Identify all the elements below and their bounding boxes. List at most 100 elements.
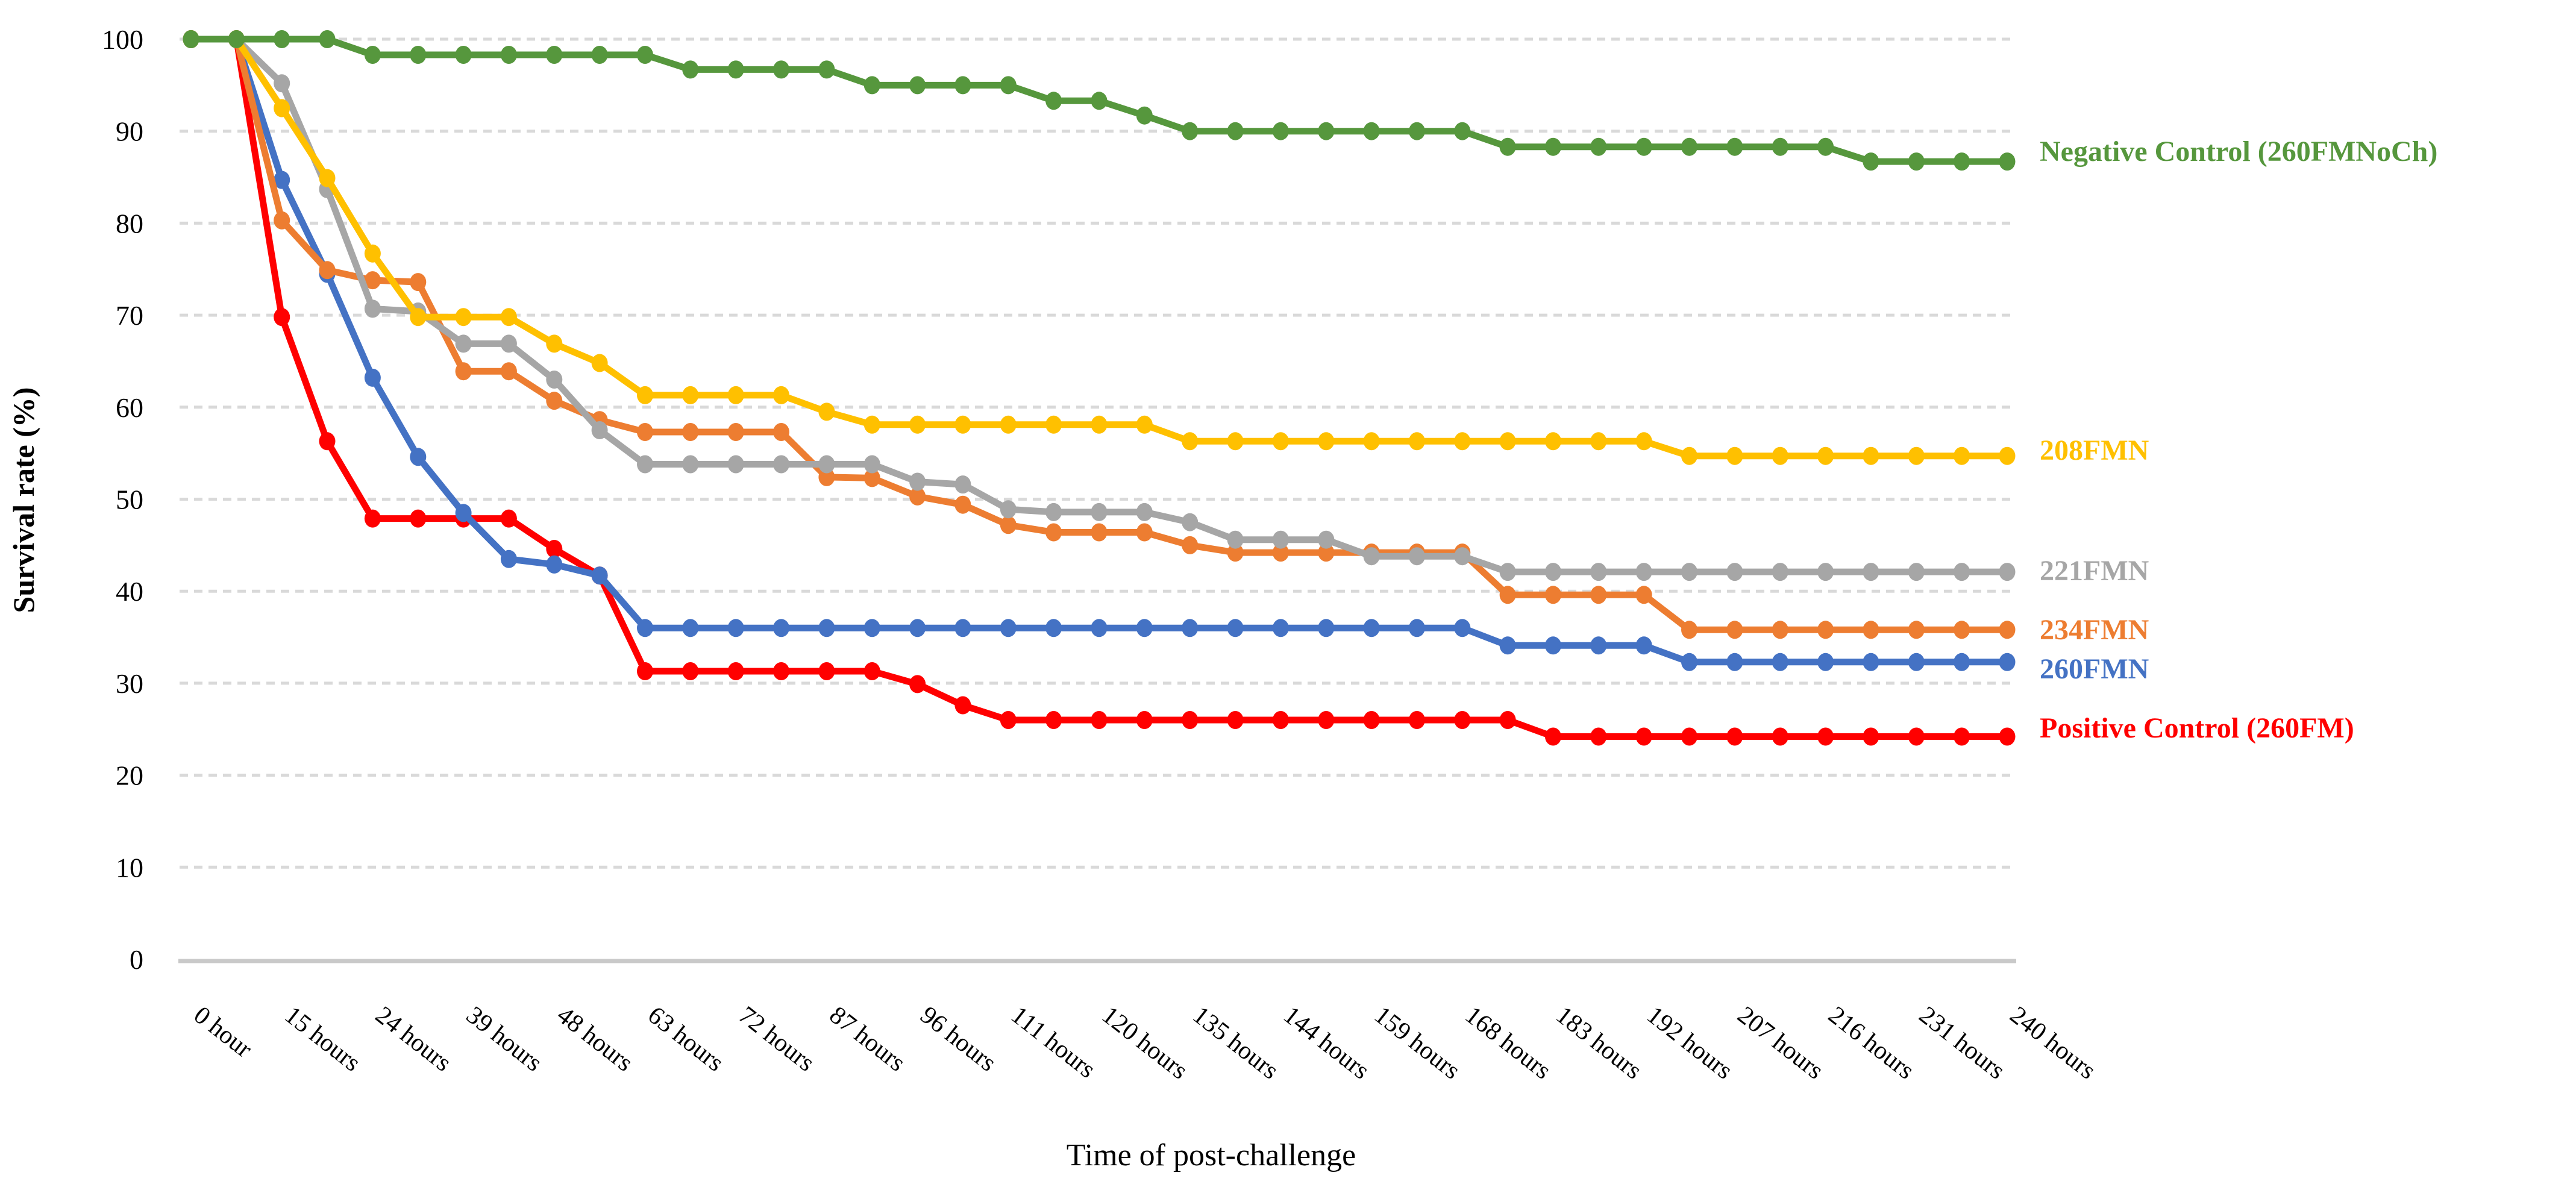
data-point	[455, 46, 472, 64]
data-point	[1136, 415, 1153, 434]
data-point	[1000, 619, 1017, 637]
data-point	[863, 469, 880, 487]
data-point	[1817, 727, 1834, 746]
data-point	[1499, 711, 1516, 729]
data-point	[591, 354, 608, 372]
data-point	[1726, 621, 1743, 639]
data-point	[682, 423, 699, 441]
data-point	[364, 271, 381, 290]
data-point	[1590, 137, 1607, 156]
data-point	[682, 455, 699, 474]
data-point	[1954, 446, 1970, 465]
data-point	[1954, 621, 1970, 639]
data-point	[1091, 523, 1108, 542]
legend-negative-control-260fmnoch: Negative Control (260FMNoCh)	[2040, 136, 2437, 168]
data-point	[637, 386, 653, 404]
axis-tick-labels: 0 10 20 30 40 50 60 70 80 90 100 0 hour 15 hours 24 h…	[102, 24, 2101, 1085]
data-point	[1908, 727, 1925, 746]
data-point	[1408, 547, 1425, 566]
data-point	[1545, 137, 1561, 156]
series-260fmn	[183, 30, 2016, 671]
data-point	[1318, 432, 1335, 451]
data-point	[954, 619, 971, 637]
data-point	[1590, 563, 1607, 581]
data-point	[773, 423, 789, 441]
data-point	[1136, 106, 1153, 125]
data-point	[500, 308, 517, 327]
data-point	[1045, 523, 1062, 542]
data-point	[1091, 619, 1108, 637]
legend: Negative Control (260FMNoCh) 208FMN 221FMN…	[2040, 136, 2437, 744]
data-point	[727, 619, 744, 637]
data-point	[500, 362, 517, 381]
data-point	[1726, 653, 1743, 671]
data-point	[546, 334, 563, 353]
data-point	[1908, 653, 1925, 671]
data-point	[1045, 711, 1062, 729]
data-point	[1318, 530, 1335, 549]
x-tick-label: 87 hours	[824, 1001, 910, 1077]
y-tick-label: 10	[116, 852, 143, 883]
data-point	[1545, 586, 1561, 604]
x-tick-label: 192 hours	[1641, 1001, 1738, 1085]
data-point	[863, 76, 880, 95]
data-point	[1227, 122, 1244, 140]
data-point	[319, 261, 336, 280]
data-point	[410, 509, 427, 528]
data-point	[1182, 513, 1199, 531]
data-point	[591, 566, 608, 585]
data-point	[1817, 446, 1834, 465]
data-point	[546, 540, 563, 558]
data-point	[682, 60, 699, 79]
data-point	[1454, 619, 1471, 637]
data-point	[727, 662, 744, 680]
data-point	[1499, 563, 1516, 581]
data-point	[1136, 503, 1153, 521]
data-point	[1454, 432, 1471, 451]
data-point	[1272, 619, 1289, 637]
data-point	[1318, 543, 1335, 562]
data-point	[909, 415, 926, 434]
data-point	[1499, 586, 1516, 604]
x-tick-label: 39 hours	[461, 1001, 547, 1077]
y-tick-label: 90	[116, 116, 143, 147]
data-point	[1817, 621, 1834, 639]
x-tick-label: 48 hours	[552, 1001, 638, 1077]
data-point	[637, 423, 653, 441]
series-line	[187, 36, 2011, 575]
y-tick-label: 0	[130, 944, 143, 975]
data-point	[773, 619, 789, 637]
data-point	[1999, 653, 2016, 671]
data-point	[727, 386, 744, 404]
data-point	[1091, 415, 1108, 434]
data-point	[818, 402, 835, 421]
data-point	[1681, 727, 1697, 746]
x-tick-label: 144 hours	[1278, 1001, 1374, 1085]
x-axis-title: Time of post-challenge	[1067, 1138, 1356, 1173]
data-point	[1681, 653, 1697, 671]
data-point	[1590, 636, 1607, 655]
data-point	[773, 386, 789, 404]
legend-260fmn: 260FMN	[2040, 653, 2149, 685]
data-point	[1408, 619, 1425, 637]
data-point	[727, 423, 744, 441]
data-point	[1136, 523, 1153, 542]
x-tick-label: 0 hour	[189, 1001, 257, 1063]
data-point	[954, 76, 971, 95]
data-point	[1999, 727, 2016, 746]
data-point	[954, 495, 971, 514]
data-point	[1635, 727, 1652, 746]
data-point	[818, 619, 835, 637]
data-point	[1272, 122, 1289, 140]
x-tick-label: 135 hours	[1188, 1001, 1284, 1085]
data-point	[1954, 727, 1970, 746]
series-negative-control-260fmnoch	[183, 30, 2016, 171]
data-point	[909, 487, 926, 506]
y-tick-label: 40	[116, 576, 143, 607]
y-tick-label: 60	[116, 392, 143, 423]
data-point	[319, 432, 336, 451]
data-point	[1545, 636, 1561, 655]
data-point	[1227, 432, 1244, 451]
data-point	[1863, 727, 1879, 746]
